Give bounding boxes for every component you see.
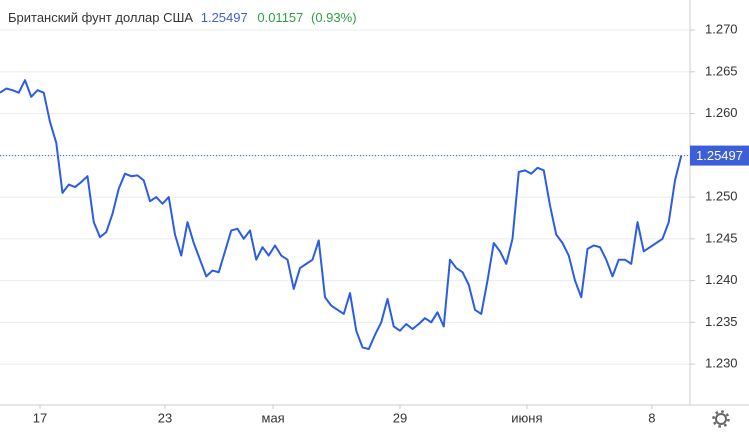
y-tick-label: 1.250	[705, 189, 738, 204]
header-change-pct: (0.93%)	[311, 10, 357, 25]
chart-title: Британский фунт доллар США	[8, 10, 193, 25]
header: Британский фунт доллар США 1.25497 0.011…	[8, 10, 357, 25]
y-tick-label: 1.265	[705, 63, 738, 78]
y-tick-label: 1.245	[705, 230, 738, 245]
gear-teeth	[712, 410, 730, 428]
x-tick-label: 29	[393, 410, 407, 425]
y-tick-label: 1.235	[705, 314, 738, 329]
last-price-label: 1.25497	[696, 148, 743, 163]
x-tick-label: 17	[33, 410, 47, 425]
y-tick-label: 1.270	[705, 21, 738, 36]
gear-ring	[715, 413, 727, 425]
x-tick-label: 23	[158, 410, 172, 425]
y-tick-label: 1.230	[705, 356, 738, 371]
y-tick-label: 1.240	[705, 272, 738, 287]
header-price: 1.25497	[201, 10, 248, 25]
y-tick-label: 1.260	[705, 105, 738, 120]
settings-icon[interactable]	[712, 410, 730, 428]
header-change: 0.01157	[257, 10, 303, 25]
x-tick-label: июня	[511, 410, 542, 425]
x-tick-label: 8	[648, 410, 655, 425]
x-tick-label: мая	[262, 410, 285, 425]
last-price-box	[690, 145, 749, 166]
price-line	[0, 79, 683, 351]
